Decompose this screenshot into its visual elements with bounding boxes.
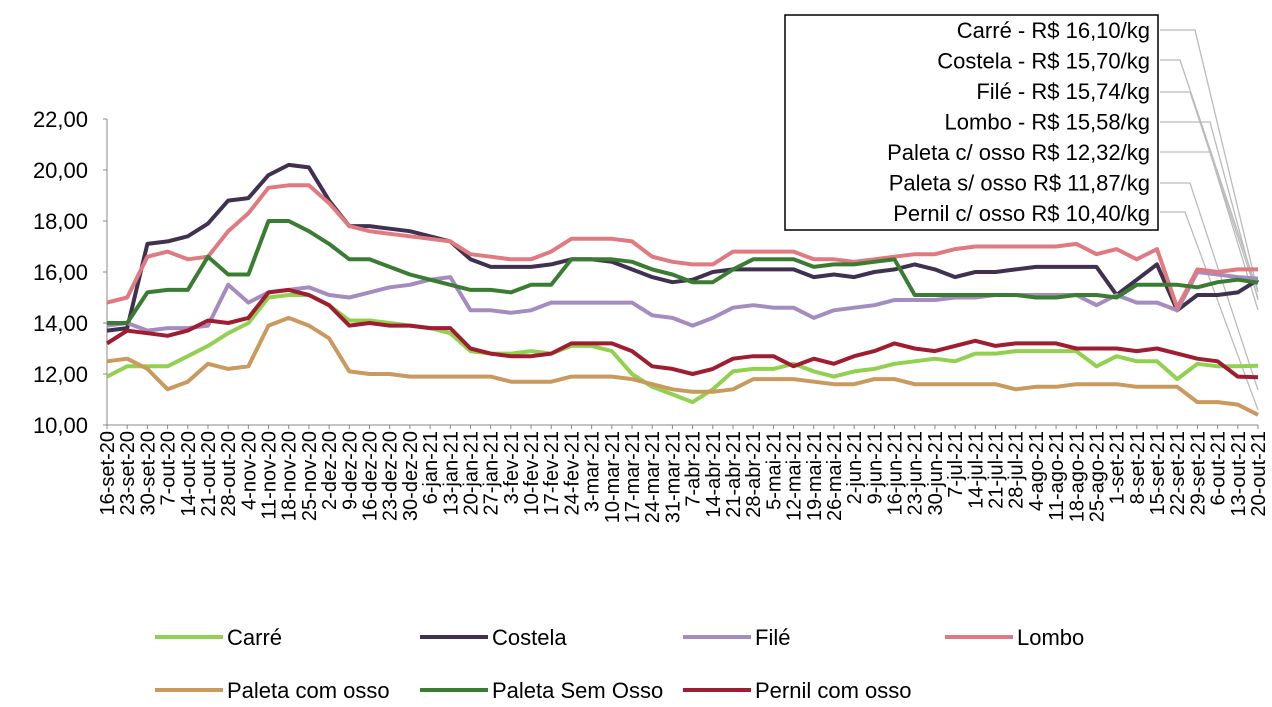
x-tick-label: 5-mai-21 xyxy=(763,431,785,510)
x-tick-label: 25-ago-21 xyxy=(1086,431,1108,522)
annotation: Paleta s/ osso R$ 11,87/kg xyxy=(889,171,1150,196)
x-tick-label: 30-jun-21 xyxy=(925,431,947,516)
x-tick-label: 18-ago-21 xyxy=(1066,431,1088,522)
x-tick-label: 20-jan-21 xyxy=(460,431,482,516)
y-tick-label: 12,00 xyxy=(33,362,88,387)
x-tick-label: 11-ago-21 xyxy=(1046,431,1068,521)
x-tick-label: 15-set-21 xyxy=(1147,431,1169,516)
annotation: Lombo - R$ 15,58/kg xyxy=(945,110,1150,135)
x-tick-label: 24-mar-21 xyxy=(642,431,664,523)
y-tick-label: 18,00 xyxy=(33,209,88,234)
x-tick-label: 25-nov-20 xyxy=(299,431,321,521)
x-tick-label: 16-jun-21 xyxy=(885,431,907,516)
x-tick-label: 7-abr-21 xyxy=(683,431,705,507)
x-tick-label: 26-mai-21 xyxy=(824,431,846,521)
x-tick-label: 2-dez-20 xyxy=(319,431,341,510)
x-tick-label: 3-mar-21 xyxy=(582,431,604,512)
x-tick-label: 22-set-21 xyxy=(1167,431,1189,516)
series-line xyxy=(105,287,1259,380)
x-tick-label: 16-dez-20 xyxy=(360,431,382,521)
x-tick-label: 18-nov-20 xyxy=(279,431,301,521)
legend-label: Paleta Sem Osso xyxy=(492,678,663,702)
leader-lines xyxy=(1160,29,1259,411)
y-tick-label: 10,00 xyxy=(33,413,88,438)
x-tick-label: 13-jan-21 xyxy=(440,431,462,516)
x-tick-label: 29-set-21 xyxy=(1187,431,1209,516)
x-tick-label: 17-mar-21 xyxy=(622,431,644,523)
x-tick-label: 16-set-20 xyxy=(97,431,119,516)
x-tick-label: 13-out-21 xyxy=(1228,431,1250,517)
x-tick-label: 14-out-20 xyxy=(178,431,200,517)
x-tick-label: 23-set-20 xyxy=(117,431,139,516)
x-tick-label: 28-out-20 xyxy=(218,431,240,517)
legend-label: Pernil com osso xyxy=(755,678,912,702)
x-tick-label: 1-set-21 xyxy=(1107,431,1129,504)
x-tick-label: 7-out-20 xyxy=(158,431,180,506)
x-tick-label: 3-fev-21 xyxy=(501,431,523,504)
annotation: Paleta c/ osso R$ 12,32/kg xyxy=(887,140,1150,165)
legend-label: Costela xyxy=(492,625,567,650)
x-tick-label: 23-jun-21 xyxy=(905,431,927,516)
x-tick-label: 19-mai-21 xyxy=(804,431,826,521)
x-tick-label: 27-jan-21 xyxy=(481,431,503,516)
x-tick-label: 10-mar-21 xyxy=(602,431,624,523)
x-tick-label: 28-jul-21 xyxy=(1006,431,1028,509)
x-tick-label: 9-dez-20 xyxy=(339,431,361,510)
series-line xyxy=(106,183,1258,310)
x-tick-label: 11-nov-20 xyxy=(259,431,281,520)
x-tick-label: 2-jun-21 xyxy=(844,431,866,504)
x-tick-label: 6-out-21 xyxy=(1208,431,1230,506)
x-tick-label: 4-nov-20 xyxy=(238,431,260,510)
x-tick-label: 31-mar-21 xyxy=(662,431,684,523)
series-line xyxy=(106,293,1259,405)
x-tick-label: 12-mai-21 xyxy=(784,431,806,521)
x-tick-label: 20-out-21 xyxy=(1248,431,1270,517)
x-tick-label: 21-abr-21 xyxy=(723,431,745,518)
x-tick-label: 14-abr-21 xyxy=(703,431,725,518)
x-tick-label: 24-fev-21 xyxy=(561,431,583,516)
annotation: Carré - R$ 16,10/kg xyxy=(957,18,1150,43)
y-tick-label: 14,00 xyxy=(33,311,88,336)
series-line xyxy=(107,219,1259,325)
legend-label: Paleta com osso xyxy=(227,678,390,702)
x-tick-label: 23-dez-20 xyxy=(380,431,402,521)
x-tick-label: 8-set-21 xyxy=(1127,431,1149,504)
series-line xyxy=(106,315,1259,417)
x-tick-label: 21-out-20 xyxy=(198,431,220,517)
x-tick-label: 28-abr-21 xyxy=(743,431,765,518)
x-tick-label: 9-jun-21 xyxy=(864,431,886,504)
y-tick-label: 16,00 xyxy=(33,260,88,285)
legend-label: Filé xyxy=(755,625,790,650)
annotation-box xyxy=(784,14,1159,231)
x-tick-label: 10-fev-21 xyxy=(521,431,543,516)
x-tick-label: 30-set-20 xyxy=(137,431,159,516)
legend-label: Carré xyxy=(227,625,282,650)
legend-label: Lombo xyxy=(1017,625,1084,650)
annotation: Costela - R$ 15,70/kg xyxy=(937,49,1150,74)
annotation: Filé - R$ 15,74/kg xyxy=(976,79,1150,104)
x-tick-label: 7-jul-21 xyxy=(945,431,967,498)
y-tick-label: 20,00 xyxy=(33,158,88,183)
x-tick-label: 21-jul-21 xyxy=(985,431,1007,509)
annotation: Pernil c/ osso R$ 10,40/kg xyxy=(893,201,1150,226)
x-tick-label: 30-dez-20 xyxy=(400,431,422,521)
x-tick-label: 14-jul-21 xyxy=(965,431,987,509)
y-tick-label: 22,00 xyxy=(33,107,88,132)
x-tick-label: 6-jan-21 xyxy=(420,431,442,504)
series-line xyxy=(106,162,1260,333)
x-tick-label: 17-fev-21 xyxy=(541,431,563,516)
x-tick-label: 4-ago-21 xyxy=(1026,431,1048,511)
